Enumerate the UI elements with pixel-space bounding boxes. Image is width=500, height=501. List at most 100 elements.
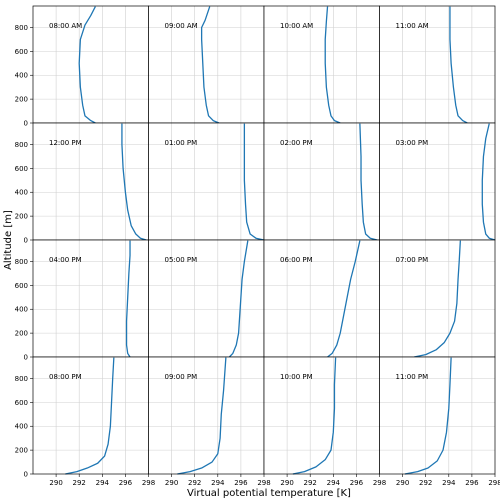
profile-line xyxy=(177,357,227,475)
x-tick-label: 298 xyxy=(257,479,270,487)
x-tick-label: 292 xyxy=(73,479,86,487)
panel-time-label: 02:00 PM xyxy=(280,139,313,147)
profile-line xyxy=(292,357,337,475)
x-tick-label: 292 xyxy=(419,479,432,487)
panel: 09:00 PM xyxy=(148,356,265,477)
panel: 03:00 PM xyxy=(379,122,496,241)
panel-time-label: 10:00 PM xyxy=(280,373,313,381)
panel-background xyxy=(264,6,380,123)
panel-background xyxy=(379,357,495,474)
x-tick-label: 294 xyxy=(211,479,225,487)
x-tick-label: 294 xyxy=(96,479,110,487)
profile-line xyxy=(404,357,452,475)
panel-grid: 08:00 AM 09:00 AM 10:00 AM 11:00 AM 12:00 PM… xyxy=(30,5,496,477)
profile-line xyxy=(243,123,265,241)
panel: 07:00 PM xyxy=(379,239,496,358)
x-tick-label: 294 xyxy=(327,479,341,487)
x-axis-title: Virtual potential temperature [K] xyxy=(187,488,351,499)
y-tick-label: 600 xyxy=(15,165,28,173)
profile-line xyxy=(65,357,115,475)
x-tick-label: 298 xyxy=(488,479,500,487)
panel-time-label: 08:00 PM xyxy=(49,373,82,381)
panel: 08:00 PM xyxy=(30,356,149,477)
y-tick-label: 600 xyxy=(15,48,28,56)
y-tick-label: 400 xyxy=(15,423,28,431)
panel-frame xyxy=(379,356,496,475)
panel: 11:00 PM xyxy=(379,356,496,477)
y-axis-title: Altitude [m] xyxy=(3,210,14,270)
y-tick-label: 200 xyxy=(15,447,28,455)
x-tick-label: 290 xyxy=(165,479,178,487)
y-tick-label: 0 xyxy=(24,471,28,479)
panel-time-label: 05:00 PM xyxy=(165,256,198,264)
y-tick-label: 0 xyxy=(24,237,28,245)
x-tick-labels: 290 292 294 296 298 290 292 294 296 298 290 292 294 2… xyxy=(49,479,500,487)
profile-line xyxy=(359,123,378,241)
panel-time-label: 08:00 AM xyxy=(49,22,82,30)
y-tick-labels: 0 200 400 600 800 0 200 400 600 800 0 200 400 600 800 0… xyxy=(15,24,28,479)
y-tick-label: 200 xyxy=(15,330,28,338)
profile-line xyxy=(200,6,220,124)
profile-line xyxy=(125,240,131,358)
panel-time-label: 11:00 PM xyxy=(396,373,429,381)
x-tick-label: 296 xyxy=(119,479,133,487)
panel-time-label: 09:00 PM xyxy=(165,373,198,381)
panel: 11:00 AM xyxy=(379,5,496,124)
x-tick-label: 290 xyxy=(396,479,409,487)
panel-background xyxy=(379,6,495,123)
x-tick-label: 296 xyxy=(465,479,479,487)
panel-time-label: 06:00 PM xyxy=(280,256,313,264)
y-tick-label: 800 xyxy=(15,141,28,149)
profile-line xyxy=(324,6,341,124)
panel: 02:00 PM xyxy=(263,122,380,241)
y-tick-label: 800 xyxy=(15,375,28,383)
y-tick-label: 400 xyxy=(15,306,28,314)
panel-time-label: 07:00 PM xyxy=(396,256,429,264)
profile-line xyxy=(327,240,361,358)
panel: 09:00 AM xyxy=(148,5,265,124)
y-tick-label: 0 xyxy=(24,354,28,362)
x-tick-label: 294 xyxy=(442,479,456,487)
panel-background xyxy=(33,357,149,474)
y-tick-label: 400 xyxy=(15,189,28,197)
panel-background xyxy=(264,357,380,474)
panel: 06:00 PM xyxy=(263,239,380,358)
panel: 10:00 PM xyxy=(263,356,380,477)
panel: 05:00 PM xyxy=(148,239,265,358)
panel-time-label: 04:00 PM xyxy=(49,256,82,264)
x-tick-label: 290 xyxy=(280,479,293,487)
panel-time-label: 03:00 PM xyxy=(396,139,429,147)
x-tick-label: 298 xyxy=(373,479,386,487)
panel-background xyxy=(33,6,149,123)
profile-line xyxy=(449,6,468,124)
y-tick-label: 800 xyxy=(15,24,28,32)
panel-time-label: 11:00 AM xyxy=(396,22,429,30)
panel-background xyxy=(264,240,380,357)
y-tick-label: 200 xyxy=(15,96,28,104)
x-tick-label: 292 xyxy=(188,479,201,487)
profile-line xyxy=(481,123,496,241)
y-tick-label: 800 xyxy=(15,258,28,266)
y-tick-label: 0 xyxy=(24,120,28,128)
panel-time-label: 09:00 AM xyxy=(165,22,198,30)
panel: 08:00 AM xyxy=(30,5,149,124)
panel: 12:00 PM xyxy=(30,122,149,241)
x-tick-label: 292 xyxy=(304,479,317,487)
panel-time-label: 10:00 AM xyxy=(280,22,313,30)
panel-background xyxy=(148,357,264,474)
y-tick-label: 400 xyxy=(15,72,28,80)
y-tick-label: 600 xyxy=(15,399,28,407)
panel-time-label: 01:00 PM xyxy=(165,139,198,147)
x-tick-label: 296 xyxy=(350,479,364,487)
x-tick-label: 290 xyxy=(49,479,62,487)
x-tick-label: 296 xyxy=(234,479,248,487)
panel: 01:00 PM xyxy=(148,122,265,241)
x-tick-label: 298 xyxy=(142,479,155,487)
profile-line xyxy=(228,240,249,358)
profile-line xyxy=(78,6,96,124)
y-tick-label: 200 xyxy=(15,213,28,221)
y-tick-label: 600 xyxy=(15,282,28,290)
panel-background xyxy=(33,123,149,240)
panel-time-label: 12:00 PM xyxy=(49,139,82,147)
profile-line xyxy=(414,240,461,358)
